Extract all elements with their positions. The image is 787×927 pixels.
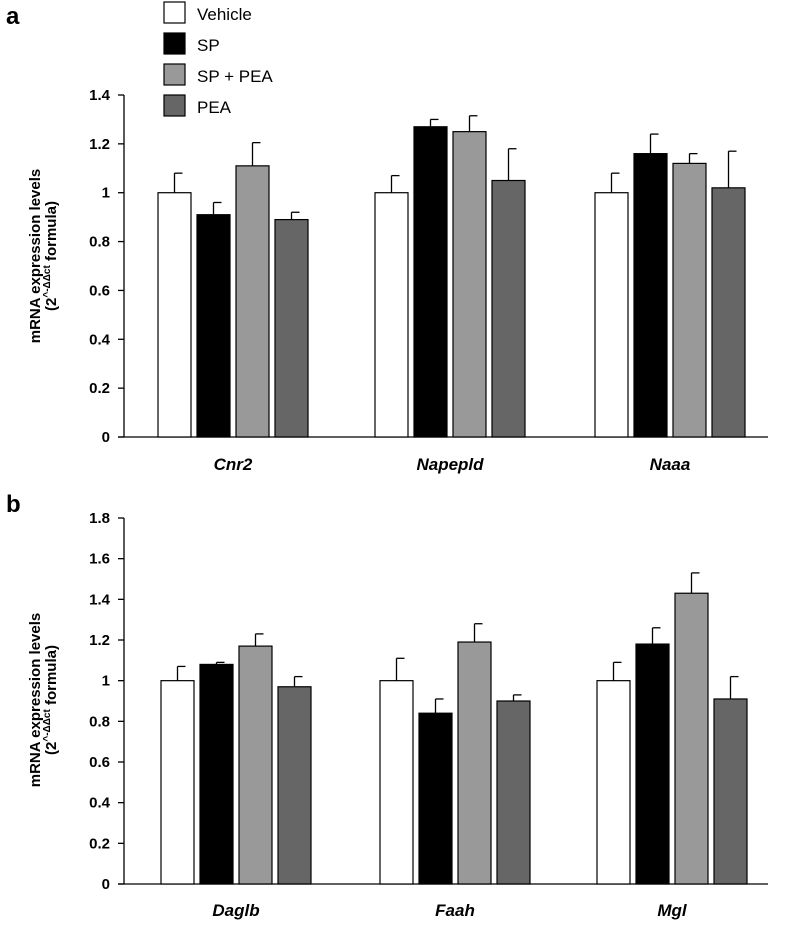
panel-b-bar: [199, 663, 234, 885]
panel-a-bar: [594, 192, 629, 438]
panel-b-letter: b: [6, 491, 21, 518]
panel-b-category-label: Mgl: [657, 901, 688, 920]
legend-label-pea: PEA: [197, 98, 232, 117]
panel-b-chart: b mRNA expression levels (2^-ΔΔct formul…: [6, 491, 768, 920]
panel-a-plot: 0 0.2 0.4 0.6 0.8 1 1.2 1.4 Cnr2 Napepld Naaa: [89, 87, 768, 474]
panel-a-y-tick-label: 0: [102, 429, 110, 446]
panel-a-bar: [196, 214, 231, 438]
legend-swatch-pea: [163, 94, 186, 117]
panel-b-bar: [238, 645, 273, 885]
panel-a-bar: [235, 165, 270, 438]
legend-label-vehicle: Vehicle: [197, 5, 252, 24]
panel-b-bar: [160, 680, 195, 885]
legend-swatch-vehicle: [163, 1, 186, 24]
panel-a-y-tick-label: 0.8: [89, 234, 110, 251]
legend-label-sp: SP: [197, 36, 220, 55]
panel-a-bar: [491, 179, 526, 438]
panel-b-ylabel: mRNA expression levels (2^-ΔΔct formula): [27, 613, 60, 788]
panel-a-y-tick-label: 1.4: [89, 87, 111, 104]
panel-a-y-tick-label: 0.6: [89, 282, 110, 299]
panel-b-y-tick-label: 1.2: [89, 632, 110, 649]
panel-a-y-tick-label: 0.4: [89, 331, 111, 348]
panel-b-bar: [596, 680, 631, 885]
panel-a-bar: [711, 187, 746, 438]
panel-b-plot: 0 0.2 0.4 0.6 0.8 1 1.2 1.4 1.6 1.8 Daglb Faah Mgl: [89, 510, 768, 920]
panel-b-y-tick-label: 0.4: [89, 795, 111, 812]
panel-a-y-tick-label: 1.2: [89, 136, 110, 153]
panel-b-y-tick-label: 0.2: [89, 835, 110, 852]
panel-a-bar: [157, 192, 192, 438]
panel-b-ylabel-line1: mRNA expression levels: [27, 613, 44, 788]
panel-a-category-label: Cnr2: [214, 455, 253, 474]
panel-b-bar: [674, 592, 709, 885]
panel-a-category-label: Napepld: [416, 455, 484, 474]
panel-b-y-tick-label: 0.8: [89, 713, 110, 730]
panel-b-y-tick-label: 1.8: [89, 510, 110, 527]
panel-a-bar: [374, 192, 409, 438]
panel-b-category-label: Daglb: [212, 901, 259, 920]
panel-b-category-label: Faah: [435, 901, 475, 920]
legend-swatch-sp: [163, 32, 186, 55]
panel-b-y-tick-label: 1.4: [89, 591, 111, 608]
legend-label-sp-pea: SP + PEA: [197, 67, 273, 86]
panel-a-y-tick-label: 0.2: [89, 380, 110, 397]
legend: Vehicle SP SP + PEA PEA: [163, 1, 273, 117]
panel-a-ylabel-line1: mRNA expression levels: [27, 169, 44, 344]
panel-b-y-tick-label: 1.6: [89, 551, 110, 568]
legend-swatch-sp-pea: [163, 63, 186, 86]
panel-b-bar: [379, 680, 414, 885]
panel-a-category-label: Naaa: [650, 455, 691, 474]
panel-b-bar: [635, 643, 670, 885]
panel-a-ylabel: mRNA expression levels (2^-ΔΔct formula): [27, 169, 60, 344]
panel-b-y-tick-label: 0: [102, 876, 110, 893]
panel-a-y-tick-label: 1: [102, 185, 110, 202]
panel-a-bar: [672, 162, 707, 438]
panel-b-bar: [713, 698, 748, 885]
panel-a-bar: [633, 153, 668, 438]
panel-b-y-tick-label: 1: [102, 673, 110, 690]
panel-b-bar: [457, 641, 492, 885]
panel-a-ylabel-line2: (2^-ΔΔct formula): [42, 201, 60, 311]
panel-b-y-tick-label: 0.6: [89, 754, 110, 771]
panel-a-chart: a mRNA expression levels (2^-ΔΔct formul…: [6, 3, 768, 474]
panel-a-bar: [413, 126, 448, 438]
panel-a-bar: [274, 218, 309, 438]
panel-a-bar: [452, 131, 487, 438]
panel-b-bar: [277, 686, 312, 885]
panel-b-bar: [496, 700, 531, 885]
panel-b-ylabel-line2: (2^-ΔΔct formula): [42, 645, 60, 755]
panel-a-letter: a: [6, 3, 20, 30]
panel-b-bar: [418, 712, 453, 885]
